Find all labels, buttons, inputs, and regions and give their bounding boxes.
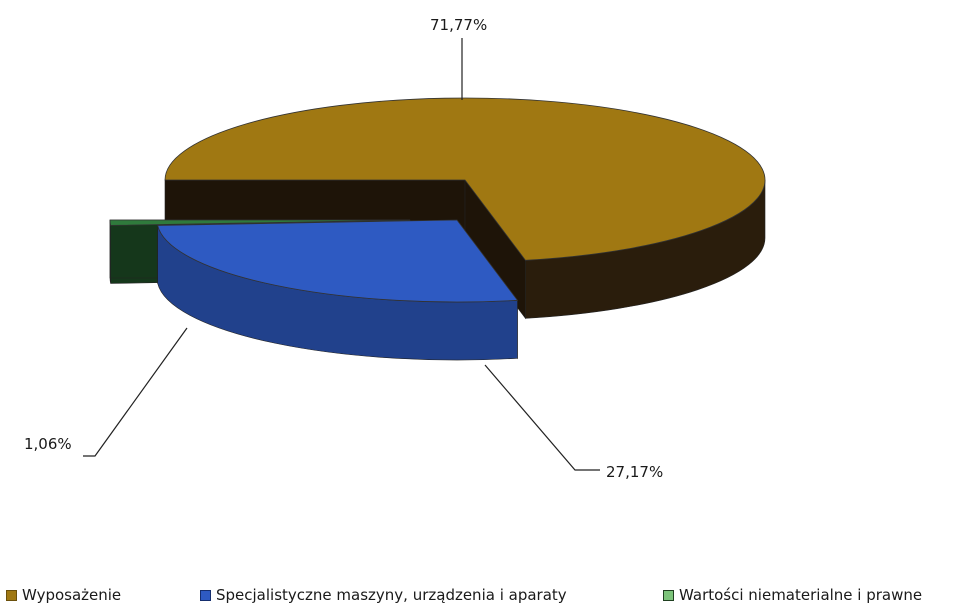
data-label-wartosci: 1,06% bbox=[24, 435, 72, 453]
leader-line-specjalistyczne bbox=[484, 364, 600, 471]
legend-label-specjalistyczne: Specjalistyczne maszyny, urządzenia i ap… bbox=[216, 586, 567, 604]
legend: Wyposażenie Specjalistyczne maszyny, urz… bbox=[0, 586, 957, 608]
legend-item-specjalistyczne: Specjalistyczne maszyny, urządzenia i ap… bbox=[200, 586, 567, 604]
legend-item-wartosci: Wartości niematerialne i prawne bbox=[663, 586, 922, 604]
leader-line-wartosci bbox=[83, 327, 188, 457]
data-label-wyposazenie: 71,77% bbox=[430, 16, 487, 34]
data-label-specjalistyczne: 27,17% bbox=[606, 463, 663, 481]
pie-slice-specjalistyczne bbox=[157, 219, 519, 361]
legend-label-wyposazenie: Wyposażenie bbox=[22, 586, 122, 604]
legend-label-wartosci: Wartości niematerialne i prawne bbox=[679, 586, 923, 604]
legend-swatch-specjalistyczne bbox=[200, 589, 211, 601]
legend-swatch-wyposazenie bbox=[6, 589, 17, 601]
legend-item-wyposazenie: Wyposażenie bbox=[6, 586, 121, 604]
legend-swatch-wartosci bbox=[663, 589, 674, 601]
